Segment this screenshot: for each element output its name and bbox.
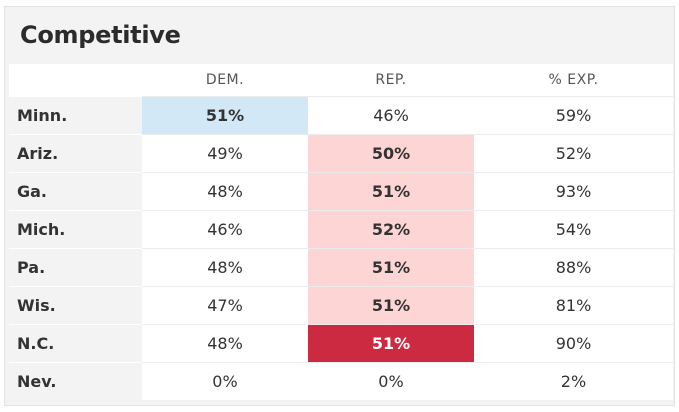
table-row: Ga. 48% 51% 93% [9, 172, 673, 211]
card-title: Competitive [20, 21, 181, 49]
dem-percent: 46% [142, 210, 308, 249]
state-name: N.C. [9, 324, 142, 363]
dem-percent: 48% [142, 172, 308, 211]
table-row: Mich. 46% 52% 54% [9, 210, 673, 249]
state-name: Mich. [9, 210, 142, 249]
rep-percent: 0% [308, 362, 474, 400]
expected-percent: 52% [474, 134, 673, 173]
rep-percent: 46% [308, 96, 474, 135]
expected-percent: 54% [474, 210, 673, 249]
rep-percent: 50% [308, 134, 474, 173]
expected-percent: 2% [474, 362, 673, 400]
expected-percent: 88% [474, 248, 673, 287]
dem-percent: 0% [142, 362, 308, 400]
state-name: Ariz. [9, 134, 142, 173]
rep-percent: 51% [308, 324, 474, 363]
results-table: DEM. REP. % EXP. Minn. 51% 46% 59% Ariz.… [9, 64, 673, 400]
header-exp: % EXP. [474, 64, 673, 97]
state-name: Pa. [9, 248, 142, 287]
state-name: Wis. [9, 286, 142, 325]
dem-percent: 49% [142, 134, 308, 173]
state-name: Minn. [9, 96, 142, 135]
dem-percent: 48% [142, 324, 308, 363]
expected-percent: 81% [474, 286, 673, 325]
dem-percent: 47% [142, 286, 308, 325]
competitive-results-card: Competitive DEM. REP. % EXP. Minn. 51% 4… [4, 6, 675, 406]
dem-percent: 48% [142, 248, 308, 287]
table-row: N.C. 48% 51% 90% [9, 324, 673, 363]
expected-percent: 59% [474, 96, 673, 135]
table-row: Wis. 47% 51% 81% [9, 286, 673, 325]
state-name: Nev. [9, 362, 142, 400]
expected-percent: 90% [474, 324, 673, 363]
expected-percent: 93% [474, 172, 673, 211]
table-row: Pa. 48% 51% 88% [9, 248, 673, 287]
rep-percent: 51% [308, 286, 474, 325]
header-state [9, 64, 142, 97]
table-header-row: DEM. REP. % EXP. [9, 64, 673, 97]
dem-percent: 51% [142, 96, 308, 135]
table-row: Ariz. 49% 50% 52% [9, 134, 673, 173]
table-row: Nev. 0% 0% 2% [9, 362, 673, 400]
rep-percent: 51% [308, 172, 474, 211]
header-rep: REP. [308, 64, 474, 97]
table-row: Minn. 51% 46% 59% [9, 96, 673, 135]
state-name: Ga. [9, 172, 142, 211]
rep-percent: 52% [308, 210, 474, 249]
rep-percent: 51% [308, 248, 474, 287]
header-dem: DEM. [142, 64, 308, 97]
